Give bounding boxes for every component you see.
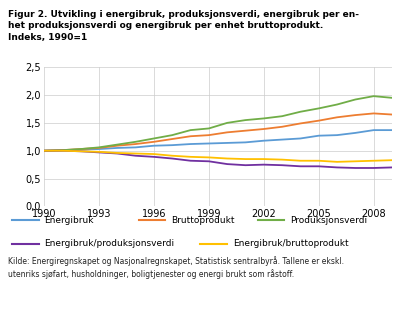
Text: Bruttoprodukt: Bruttoprodukt xyxy=(171,216,235,225)
Text: Energibruk/bruttoprodukt: Energibruk/bruttoprodukt xyxy=(233,239,348,248)
Text: Energibruk/produksjonsverdi: Energibruk/produksjonsverdi xyxy=(44,239,175,248)
Text: Energibruk: Energibruk xyxy=(44,216,94,225)
Text: Kilde: Energiregnskapet og Nasjonalregnskapet, Statistisk sentralbyrå. Tallene e: Kilde: Energiregnskapet og Nasjonalregns… xyxy=(8,256,344,279)
Text: Figur 2. Utvikling i energibruk, produksjonsverdi, energibruk per en-
het produk: Figur 2. Utvikling i energibruk, produks… xyxy=(8,10,359,42)
Text: Produksjonsverdi: Produksjonsverdi xyxy=(290,216,367,225)
